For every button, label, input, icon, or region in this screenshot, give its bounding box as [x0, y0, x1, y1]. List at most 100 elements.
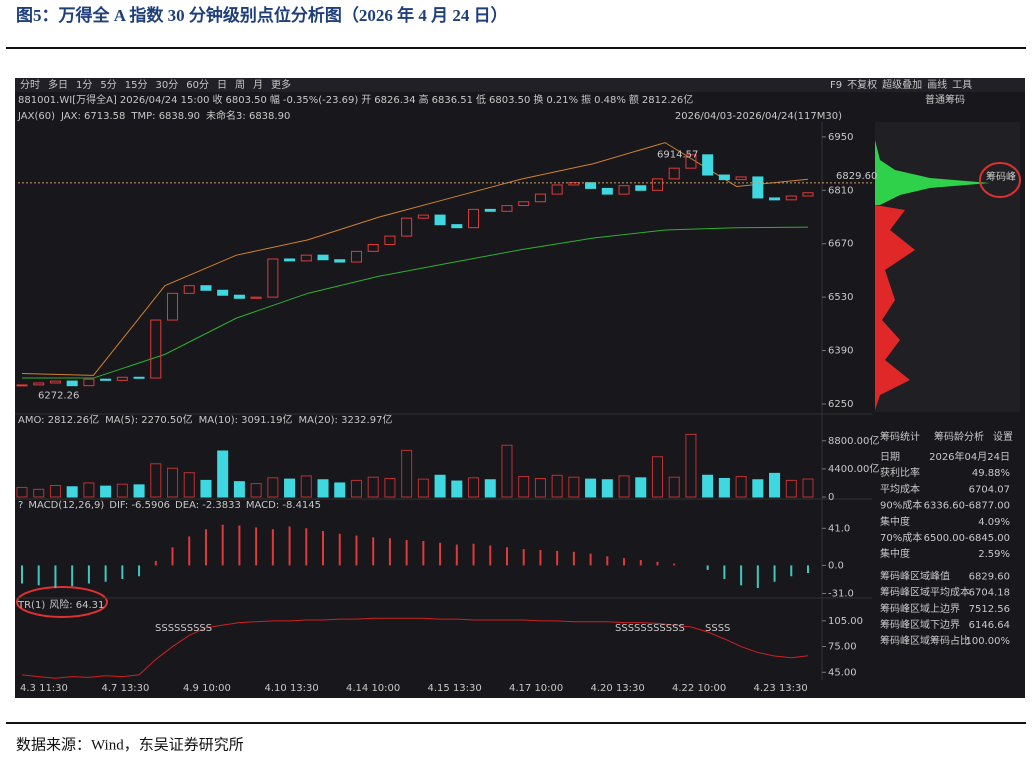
- row-value: 49.88%: [972, 468, 1010, 479]
- candle: [284, 258, 296, 262]
- candle: [618, 185, 630, 195]
- row-value: 100.00%: [966, 636, 1011, 647]
- candle: [752, 176, 764, 199]
- candle: [702, 154, 714, 176]
- label: AMO: 2812.26亿: [18, 413, 99, 426]
- rule: [6, 47, 1026, 49]
- candle: [585, 182, 597, 189]
- candle: [434, 214, 446, 226]
- y-tick-label: 6810: [828, 185, 853, 196]
- y-tick-label: 6390: [828, 346, 853, 357]
- candle: [217, 289, 229, 296]
- x-label: 4.14 10:00: [346, 683, 400, 694]
- label: 月: [253, 79, 263, 91]
- volume-bar: [568, 476, 580, 498]
- volume-bar: [401, 449, 413, 498]
- volume-bar: [735, 476, 747, 498]
- volume-bar: [350, 479, 362, 498]
- y-tick-label: 45.00: [828, 667, 857, 678]
- candle: [367, 243, 379, 252]
- label: DEA: -2.3833: [175, 500, 241, 511]
- x-label: 4.3 11:30: [20, 683, 68, 694]
- signal: SSSSSSSSSSS: [615, 623, 685, 634]
- label: 振: [581, 93, 591, 106]
- label: 低: [476, 93, 486, 106]
- volume-bar: [451, 480, 463, 498]
- candle: [116, 376, 128, 381]
- candle: [300, 254, 312, 262]
- label: TMP: 6838.90: [130, 111, 200, 122]
- signal: SSSSSSSSS: [155, 623, 212, 634]
- volume-bar: [150, 463, 162, 498]
- candle: [200, 285, 212, 291]
- volume-bar: [585, 478, 597, 498]
- peak-label: 6829.60: [836, 171, 877, 182]
- y-tick-label: 0.0: [828, 560, 844, 571]
- candle: [183, 285, 195, 294]
- volume-bar: [334, 482, 346, 498]
- line: [21, 142, 809, 376]
- highlight: [979, 162, 1021, 198]
- row-label: 筹码峰区域平均成本: [880, 586, 970, 599]
- candle: [718, 174, 730, 181]
- volume-bar: [635, 477, 647, 498]
- toolbar: [15, 78, 1025, 92]
- volume-bar: [769, 472, 781, 498]
- volume-bar: [785, 479, 797, 498]
- label: 15分: [125, 79, 148, 91]
- x-label: 4.17 10:00: [509, 683, 563, 694]
- candle: [267, 258, 279, 298]
- row-value: 6704.18: [969, 588, 1010, 599]
- volume-bar: [417, 478, 429, 498]
- chip-green: [875, 140, 990, 205]
- candle: [100, 378, 112, 381]
- label: 风险: 64.31: [49, 598, 104, 611]
- row-label: 筹码峰区域筹码占比: [880, 634, 970, 647]
- label: JAX: 6713.58: [60, 111, 125, 122]
- tab: 设置: [993, 431, 1013, 443]
- y-tick-label: 6250: [828, 399, 853, 410]
- row-value: 6146.64: [969, 620, 1010, 631]
- line: [22, 226, 809, 379]
- label: 60分: [186, 79, 209, 91]
- y-tick-label: 105.00: [828, 616, 863, 627]
- candle: [133, 376, 145, 379]
- volume-bar: [551, 474, 563, 498]
- volume-bar: [601, 479, 613, 498]
- candle: [651, 178, 664, 191]
- volume-bar: [83, 482, 95, 498]
- label: 周: [235, 79, 245, 91]
- label: 高: [419, 93, 429, 106]
- y-tick-label: 41.0: [828, 523, 850, 534]
- peak-name: 筹码峰: [986, 170, 1016, 183]
- high-label: 6914.57: [657, 149, 698, 160]
- candle: [16, 384, 28, 387]
- row-label: 集中度: [880, 547, 910, 560]
- label: 更多: [271, 78, 291, 91]
- signal: SSSS: [705, 623, 730, 634]
- candle: [417, 214, 429, 219]
- volume-bar: [116, 483, 128, 498]
- volume-bar: [317, 479, 329, 498]
- row-value: 2026年04月24日: [929, 450, 1010, 463]
- row-value: 6829.60: [969, 571, 1010, 582]
- volume-bar: [66, 486, 78, 498]
- range: 2026/04/03-2026/04/24(117M30): [675, 111, 842, 122]
- candle: [769, 197, 781, 201]
- row-value: 7512.56: [969, 604, 1010, 615]
- label: 工具: [952, 79, 972, 91]
- label: 1分: [76, 79, 92, 91]
- row-value: 4.09%: [978, 517, 1010, 528]
- candle: [484, 208, 496, 212]
- volume-bar: [33, 488, 45, 498]
- candle: [501, 205, 513, 212]
- row-label: 日期: [880, 451, 900, 463]
- y-tick-label: 6950: [828, 132, 853, 143]
- candle: [233, 294, 245, 299]
- candle: [66, 380, 78, 387]
- label: 0.48%: [594, 95, 626, 106]
- volume-bar: [250, 483, 262, 498]
- volume-bar: [685, 433, 697, 498]
- label: 幅: [270, 93, 280, 106]
- label: 5分: [100, 79, 116, 91]
